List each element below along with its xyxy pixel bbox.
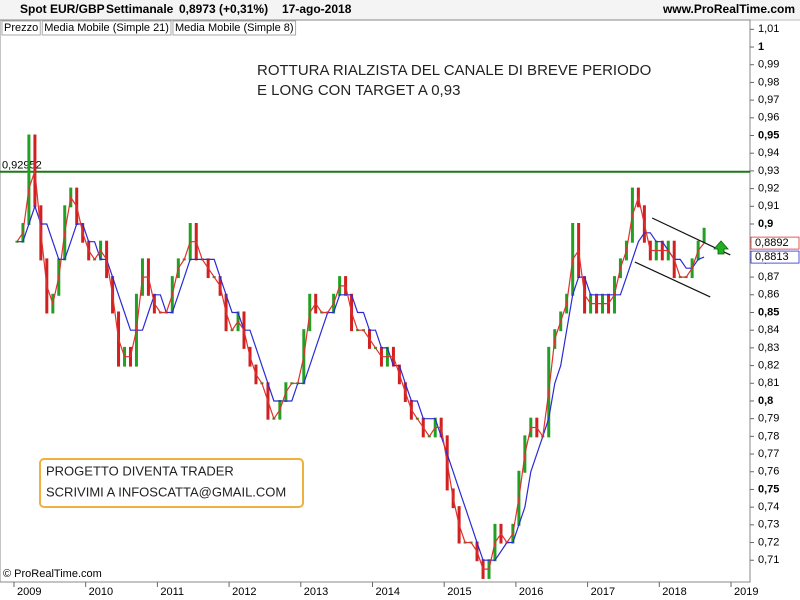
- y-tick-label: 0,79: [758, 413, 779, 425]
- x-tick-label: 2013: [304, 586, 328, 598]
- x-tick-label: 2016: [519, 586, 543, 598]
- plot-frame: [0, 19, 751, 583]
- y-tick-label: 0,73: [758, 519, 779, 531]
- price-bar: [27, 134, 31, 225]
- x-tick-label: 2012: [232, 586, 256, 598]
- y-tick-label: 0,9: [758, 218, 773, 230]
- legend: Prezzo Media Mobile (Simple 21) Media Mobi…: [1, 20, 297, 36]
- chart-title: Spot EUR/GBP: [20, 2, 105, 16]
- x-tick-label: 2019: [734, 586, 758, 598]
- date: 17-ago-2018: [282, 2, 352, 16]
- y-tick-label: 0,95: [758, 129, 779, 141]
- y-tick-label: 0,84: [758, 324, 779, 336]
- x-tick-label: 2018: [662, 586, 686, 598]
- price-bar: [702, 227, 706, 243]
- moving-average: [17, 204, 705, 561]
- y-tick-label: 1,01: [758, 23, 779, 35]
- legend-box: [1, 20, 41, 36]
- trendline: [634, 261, 711, 298]
- y-tick-label: 0,74: [758, 501, 779, 513]
- legend-entry: Media Mobile (Simple 21): [44, 22, 169, 34]
- last-quote: 0,8973 (+0,31%): [179, 2, 268, 16]
- y-tick-label: 0,72: [758, 536, 779, 548]
- y-tick-label: 0,76: [758, 466, 779, 478]
- y-tick-label: 1: [758, 41, 764, 53]
- y-tick-label: 0,99: [758, 59, 779, 71]
- breakout-arrow: [713, 240, 729, 255]
- last-value-label: 0,8813: [755, 251, 789, 263]
- info-text: PROGETTO DIVENTA TRADER: [46, 463, 234, 478]
- price-bar: [15, 240, 19, 243]
- source: www.ProRealTime.com: [662, 2, 795, 16]
- y-tick-label: 0,97: [758, 94, 779, 106]
- moving-average: [16, 170, 705, 570]
- legend-box: [172, 20, 297, 36]
- y-tick-label: 0,87: [758, 271, 779, 283]
- timeframe: Settimanale: [106, 2, 174, 16]
- y-tick-label: 0,81: [758, 377, 779, 389]
- y-tick-label: 0,96: [758, 112, 779, 124]
- y-tick-label: 0,94: [758, 147, 779, 159]
- y-tick-label: 0,8: [758, 395, 773, 407]
- last-value-box: [750, 236, 800, 250]
- copyright: © ProRealTime.com: [3, 568, 102, 580]
- annotation: E LONG CON TARGET A 0,93: [257, 82, 460, 99]
- x-tick-label: 2015: [447, 586, 471, 598]
- y-tick-label: 0,91: [758, 200, 779, 212]
- info-text: SCRIVIMI A INFOSCATTA@GMAIL.COM: [46, 484, 286, 499]
- x-tick-label: 2014: [375, 586, 399, 598]
- level-label: 0,92952: [2, 160, 42, 172]
- info-box: [39, 458, 304, 508]
- y-tick-label: 0,77: [758, 448, 779, 460]
- plot-area: 0,92952: [0, 134, 750, 579]
- last-value-label: 0,8892: [755, 237, 789, 249]
- y-tick-label: 0,86: [758, 289, 779, 301]
- y-tick-label: 0,92: [758, 183, 779, 195]
- y-tick-label: 0,98: [758, 76, 779, 88]
- last-value-box: [750, 250, 800, 264]
- x-tick-label: 2017: [591, 586, 615, 598]
- x-tick-label: 2009: [17, 586, 41, 598]
- y-tick-label: 0,78: [758, 430, 779, 442]
- legend-entry: Media Mobile (Simple 8): [175, 22, 294, 34]
- x-tick-label: 2011: [160, 586, 184, 598]
- y-tick-label: 0,71: [758, 554, 779, 566]
- y-tick-label: 0,85: [758, 306, 779, 318]
- y-tick-label: 0,75: [758, 483, 779, 495]
- y-tick-label: 0,93: [758, 165, 779, 177]
- header-bar: [0, 0, 800, 20]
- legend-entry: Prezzo: [4, 22, 38, 34]
- legend-box: [41, 20, 172, 36]
- y-tick-label: 0,83: [758, 342, 779, 354]
- x-tick-label: 2010: [89, 586, 113, 598]
- y-tick-label: 0,82: [758, 359, 779, 371]
- annotation: ROTTURA RIALZISTA DEL CANALE DI BREVE PE…: [257, 62, 651, 79]
